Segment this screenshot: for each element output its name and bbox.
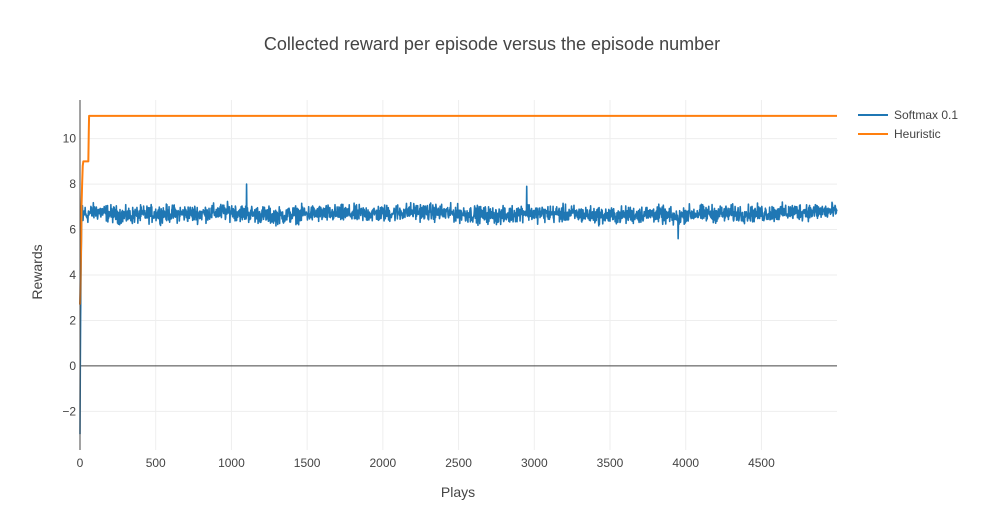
y-tick-label-2: 2 bbox=[69, 313, 76, 327]
x-tick-labels: 0 500 1000 1500 2000 2500 3000 3500 4000 4500 bbox=[77, 456, 775, 470]
legend-item-1[interactable]: Heuristic bbox=[858, 127, 941, 141]
x-tick-label-9: 4500 bbox=[748, 456, 775, 470]
series-line-0 bbox=[79, 183, 838, 435]
series-lines bbox=[79, 114, 838, 435]
x-tick-label-6: 3000 bbox=[521, 456, 548, 470]
x-tick-label-8: 4000 bbox=[672, 456, 699, 470]
y-tick-label-0: −2 bbox=[62, 404, 76, 418]
y-tick-label-1: 0 bbox=[69, 359, 76, 373]
y-tick-label-5: 8 bbox=[69, 177, 76, 191]
x-tick-label-0: 0 bbox=[77, 456, 84, 470]
y-tick-label-3: 4 bbox=[69, 268, 76, 282]
y-axis-label: Rewards bbox=[29, 244, 45, 299]
x-tick-label-1: 500 bbox=[146, 456, 166, 470]
grid-lines bbox=[80, 100, 837, 450]
chart-title: Collected reward per episode versus the … bbox=[264, 34, 720, 54]
x-tick-label-4: 2000 bbox=[370, 456, 397, 470]
series-line-1 bbox=[79, 114, 837, 305]
x-tick-label-5: 2500 bbox=[445, 456, 472, 470]
y-tick-label-4: 6 bbox=[69, 223, 76, 237]
x-tick-label-3: 1500 bbox=[294, 456, 321, 470]
x-axis-label: Plays bbox=[441, 484, 475, 500]
y-tick-labels: −2 0 2 4 6 8 10 bbox=[62, 132, 76, 419]
y-tick-label-6: 10 bbox=[63, 132, 77, 146]
x-tick-label-7: 3500 bbox=[597, 456, 624, 470]
legend-label-1: Heuristic bbox=[894, 127, 941, 141]
x-tick-label-2: 1000 bbox=[218, 456, 245, 470]
legend-label-0: Softmax 0.1 bbox=[894, 108, 958, 122]
legend[interactable]: Softmax 0.1 Heuristic bbox=[858, 108, 958, 141]
legend-item-0[interactable]: Softmax 0.1 bbox=[858, 108, 958, 122]
